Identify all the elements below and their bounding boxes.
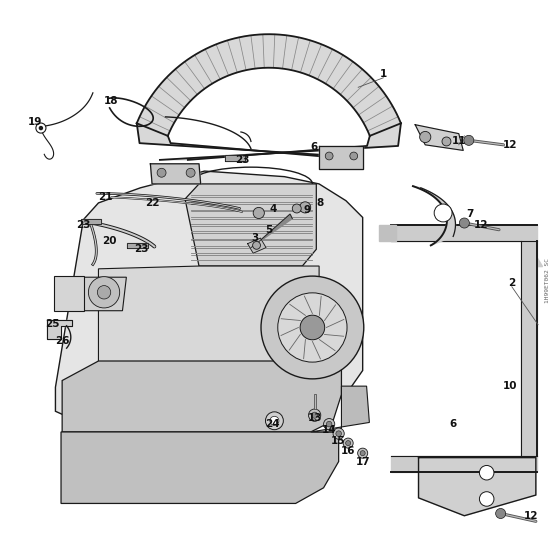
Text: 26: 26 <box>55 337 69 347</box>
Polygon shape <box>521 241 537 456</box>
Circle shape <box>157 168 166 177</box>
Circle shape <box>278 293 347 362</box>
Circle shape <box>358 448 368 458</box>
Polygon shape <box>311 386 370 432</box>
Polygon shape <box>391 456 537 472</box>
Circle shape <box>309 409 321 421</box>
Circle shape <box>333 428 344 439</box>
Polygon shape <box>137 123 357 157</box>
Circle shape <box>459 218 469 228</box>
Circle shape <box>360 451 365 456</box>
Text: 1H99ET062 SC: 1H99ET062 SC <box>544 258 549 302</box>
Circle shape <box>300 202 311 213</box>
Text: 25: 25 <box>45 319 59 329</box>
Text: 12: 12 <box>474 220 488 230</box>
Text: 14: 14 <box>322 424 337 435</box>
Text: 12: 12 <box>503 140 517 150</box>
Text: 23: 23 <box>134 244 149 254</box>
Polygon shape <box>81 218 101 224</box>
Circle shape <box>350 152 358 160</box>
Circle shape <box>434 204 452 222</box>
Polygon shape <box>83 277 127 311</box>
Text: 11: 11 <box>451 137 466 147</box>
Circle shape <box>270 416 279 425</box>
Polygon shape <box>55 171 363 433</box>
Circle shape <box>419 132 431 143</box>
Polygon shape <box>225 156 245 161</box>
Text: 10: 10 <box>503 381 517 391</box>
Circle shape <box>311 412 318 418</box>
Circle shape <box>336 431 342 436</box>
Polygon shape <box>185 184 316 266</box>
Text: 9: 9 <box>304 205 310 215</box>
Text: 13: 13 <box>308 413 323 423</box>
Text: 23: 23 <box>235 155 249 165</box>
Polygon shape <box>151 164 200 184</box>
Polygon shape <box>128 242 148 248</box>
Circle shape <box>253 241 260 249</box>
Circle shape <box>300 315 325 340</box>
Polygon shape <box>418 458 536 516</box>
Circle shape <box>97 286 111 299</box>
Circle shape <box>265 412 283 430</box>
Text: 8: 8 <box>316 198 324 208</box>
Text: 24: 24 <box>265 419 280 429</box>
Polygon shape <box>137 34 401 136</box>
Circle shape <box>479 492 494 506</box>
Circle shape <box>88 277 120 308</box>
Circle shape <box>253 207 264 218</box>
Polygon shape <box>413 186 455 245</box>
Circle shape <box>479 465 494 480</box>
Polygon shape <box>415 125 463 151</box>
Polygon shape <box>527 241 543 267</box>
Polygon shape <box>319 146 363 169</box>
Text: 20: 20 <box>102 236 117 246</box>
Text: 7: 7 <box>466 209 474 219</box>
Text: 12: 12 <box>524 511 539 521</box>
Polygon shape <box>46 320 72 339</box>
Text: 6: 6 <box>310 142 317 152</box>
Polygon shape <box>248 238 266 253</box>
Circle shape <box>442 137 451 146</box>
Text: 17: 17 <box>356 456 370 466</box>
Text: 1: 1 <box>380 69 387 80</box>
Polygon shape <box>380 225 396 241</box>
Circle shape <box>324 418 335 430</box>
Polygon shape <box>62 361 342 432</box>
Circle shape <box>346 441 351 446</box>
Polygon shape <box>391 225 537 241</box>
Circle shape <box>464 136 474 146</box>
Circle shape <box>343 438 353 448</box>
Text: 4: 4 <box>269 204 277 214</box>
Text: 3: 3 <box>251 233 259 243</box>
Text: 6: 6 <box>450 419 457 429</box>
Text: 15: 15 <box>331 436 346 446</box>
Text: 18: 18 <box>104 96 119 106</box>
Circle shape <box>326 421 332 427</box>
Circle shape <box>496 508 506 519</box>
Polygon shape <box>61 432 339 503</box>
Text: 2: 2 <box>508 278 515 288</box>
Circle shape <box>325 152 333 160</box>
Polygon shape <box>54 276 85 311</box>
Text: 21: 21 <box>99 192 113 202</box>
Text: 19: 19 <box>28 118 43 128</box>
Polygon shape <box>99 266 319 364</box>
Polygon shape <box>160 123 401 160</box>
Circle shape <box>36 123 46 133</box>
Circle shape <box>39 126 43 130</box>
Text: 5: 5 <box>265 225 273 235</box>
Circle shape <box>186 168 195 177</box>
Circle shape <box>261 276 364 379</box>
Text: 23: 23 <box>76 220 91 230</box>
Text: 22: 22 <box>146 198 160 208</box>
Circle shape <box>292 204 301 213</box>
Text: 16: 16 <box>341 446 356 456</box>
Polygon shape <box>251 214 292 248</box>
